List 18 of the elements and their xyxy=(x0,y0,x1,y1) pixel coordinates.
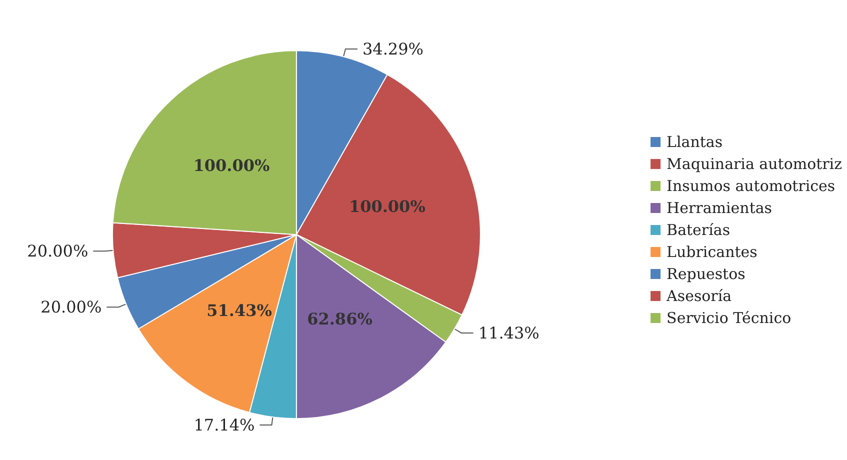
data-label: 100.00% xyxy=(193,156,270,175)
data-label: 11.43% xyxy=(478,323,540,342)
legend-label: Servicio Técnico xyxy=(666,309,792,327)
data-label: 20.00% xyxy=(27,242,88,261)
data-label: 17.14% xyxy=(194,416,255,434)
legend-label: Asesoría xyxy=(666,287,732,305)
data-label: 100.00% xyxy=(348,196,426,216)
legend-label: Herramientas xyxy=(666,199,772,217)
legend-label: Baterías xyxy=(666,221,730,239)
data-label: 62.86% xyxy=(307,310,372,329)
legend-label: Insumos automotrices xyxy=(666,177,836,195)
legend-label: Maquinaria automotriz xyxy=(666,155,842,173)
data-label: 20.00% xyxy=(40,298,102,317)
legend-label: Repuestos xyxy=(666,265,746,283)
legend-label: Llantas xyxy=(666,133,723,151)
data-label: 34.29% xyxy=(362,39,424,58)
data-label: 51.43% xyxy=(206,300,272,320)
legend-label: Lubricantes xyxy=(666,243,758,261)
